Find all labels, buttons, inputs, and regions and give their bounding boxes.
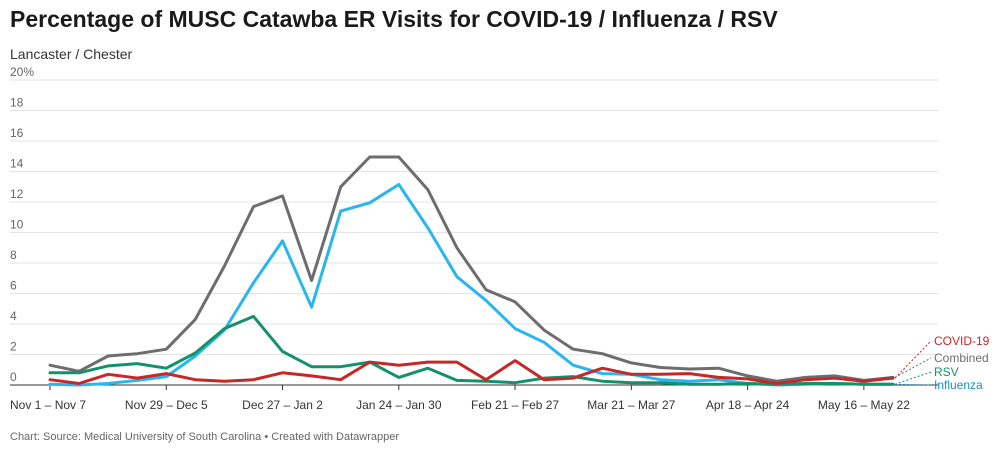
end-label-connector: [894, 371, 932, 385]
chart-subtitle: Lancaster / Chester: [10, 46, 133, 62]
y-tick-label: 16: [10, 126, 24, 140]
end-label-connector: [894, 340, 932, 379]
y-tick-label: 0: [10, 370, 17, 384]
chart-footer: Chart: Source: Medical University of Sou…: [10, 431, 400, 443]
series-end-label: Influenza: [934, 378, 983, 392]
series-line-covid-19: [48, 359, 895, 385]
x-tick-label: Feb 21 – Feb 27: [471, 398, 559, 412]
y-tick-label: 2: [10, 340, 17, 354]
x-tick-label: May 16 – May 22: [818, 398, 910, 412]
y-tick-label: 14: [10, 157, 24, 171]
x-axis-ticks: Nov 1 – Nov 7 Nov 29 – Dec 5 Dec 27 – Jan …: [10, 385, 910, 412]
series-line-combined: [48, 155, 895, 383]
x-tick-label: Nov 1 – Nov 7: [10, 398, 86, 412]
series-lines: [48, 155, 895, 387]
chart-title: Percentage of MUSC Catawba ER Visits for…: [10, 6, 778, 32]
y-tick-label: 10: [10, 218, 24, 232]
series-end-label: Combined: [934, 351, 989, 365]
x-tick-label: Jan 24 – Jan 30: [356, 398, 442, 412]
x-tick-label: Nov 29 – Dec 5: [125, 398, 208, 412]
end-label-connector: [894, 357, 932, 378]
x-tick-label: Apr 18 – Apr 24: [706, 398, 790, 412]
y-axis-ticks: 0 2 4 6 8 10 12 14 16 18 20%: [10, 65, 34, 384]
x-tick-label: Mar 21 – Mar 27: [587, 398, 675, 412]
series-line-rsv: [48, 314, 895, 386]
y-tick-label: 20%: [10, 65, 34, 79]
y-tick-label: 6: [10, 279, 17, 293]
series-end-label: COVID-19: [934, 334, 990, 348]
y-tick-label: 8: [10, 248, 17, 262]
y-tick-label: 18: [10, 96, 24, 110]
series-end-label: RSV: [934, 365, 959, 379]
y-tick-label: 4: [10, 309, 17, 323]
gridlines: [10, 79, 938, 386]
y-tick-label: 12: [10, 187, 24, 201]
x-tick-label: Dec 27 – Jan 2: [242, 398, 323, 412]
